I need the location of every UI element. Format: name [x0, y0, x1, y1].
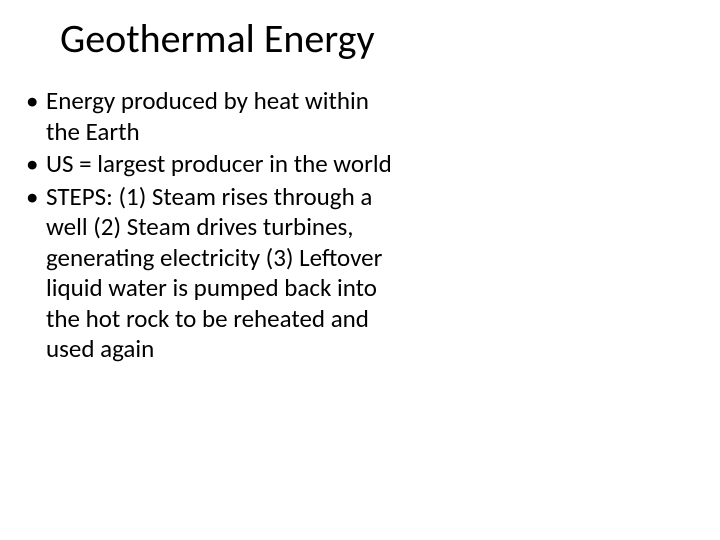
list-item: STEPS: (1) Steam rises through a well (2…	[24, 182, 404, 365]
bullet-list: Energy produced by heat within the Earth…	[24, 86, 404, 365]
slide-title: Geothermal Energy	[60, 14, 375, 63]
slide-body: Energy produced by heat within the Earth…	[24, 86, 404, 367]
slide: Geothermal Energy Energy produced by hea…	[0, 0, 720, 540]
list-item: US = largest producer in the world	[24, 149, 404, 180]
list-item: Energy produced by heat within the Earth	[24, 86, 404, 147]
